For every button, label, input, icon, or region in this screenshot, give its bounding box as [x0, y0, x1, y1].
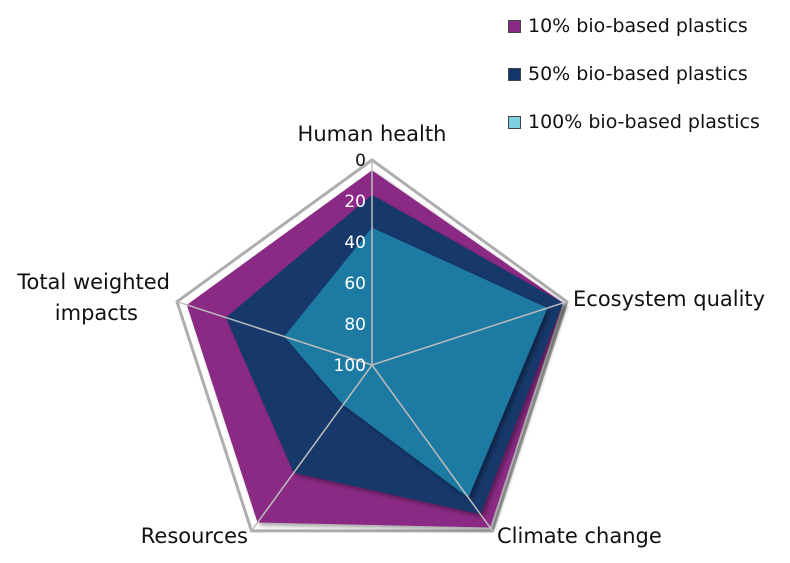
legend-item-2: 50% bio-based plastics — [508, 62, 760, 86]
axis-label-4: Resources — [141, 524, 248, 548]
tick-label-40: 40 — [344, 233, 366, 253]
spoke-layer — [176, 160, 568, 532]
legend: 10% bio-based plastics 50% bio-based pla… — [508, 14, 760, 158]
tick-label-80: 80 — [344, 315, 366, 335]
legend-label-1: 10% bio-based plastics — [528, 15, 748, 37]
tick-label-100: 100 — [334, 356, 366, 376]
axis-label-1: Human health — [298, 122, 447, 146]
legend-item-3: 100% bio-based plastics — [508, 110, 760, 134]
legend-swatch-3 — [508, 115, 521, 129]
axis-label-3: Climate change — [497, 524, 662, 548]
series-layer — [186, 170, 564, 528]
legend-swatch-1 — [508, 19, 521, 33]
axis-label-5: Total weighted impacts — [16, 270, 170, 325]
axis-label-2: Ecosystem quality — [573, 287, 765, 311]
spoke-4 — [250, 364, 373, 532]
legend-label-2: 50% bio-based plastics — [528, 63, 748, 85]
spoke-3 — [371, 364, 494, 532]
spoke-2 — [371, 300, 568, 366]
tick-label-0: 0 — [355, 151, 366, 171]
legend-label-3: 100% bio-based plastics — [528, 111, 760, 133]
tick-layer: 0 20 40 60 80 100 — [334, 151, 366, 376]
legend-swatch-2 — [508, 67, 521, 81]
tick-label-60: 60 — [344, 274, 366, 294]
legend-item-1: 10% bio-based plastics — [508, 14, 760, 38]
axis-label-layer: Human health Ecosystem quality Climate cha… — [16, 122, 765, 548]
series-area-3 — [284, 227, 548, 498]
radar-outer-frame — [175, 158, 569, 533]
tick-label-20: 20 — [344, 192, 366, 212]
spoke-5 — [176, 300, 373, 366]
